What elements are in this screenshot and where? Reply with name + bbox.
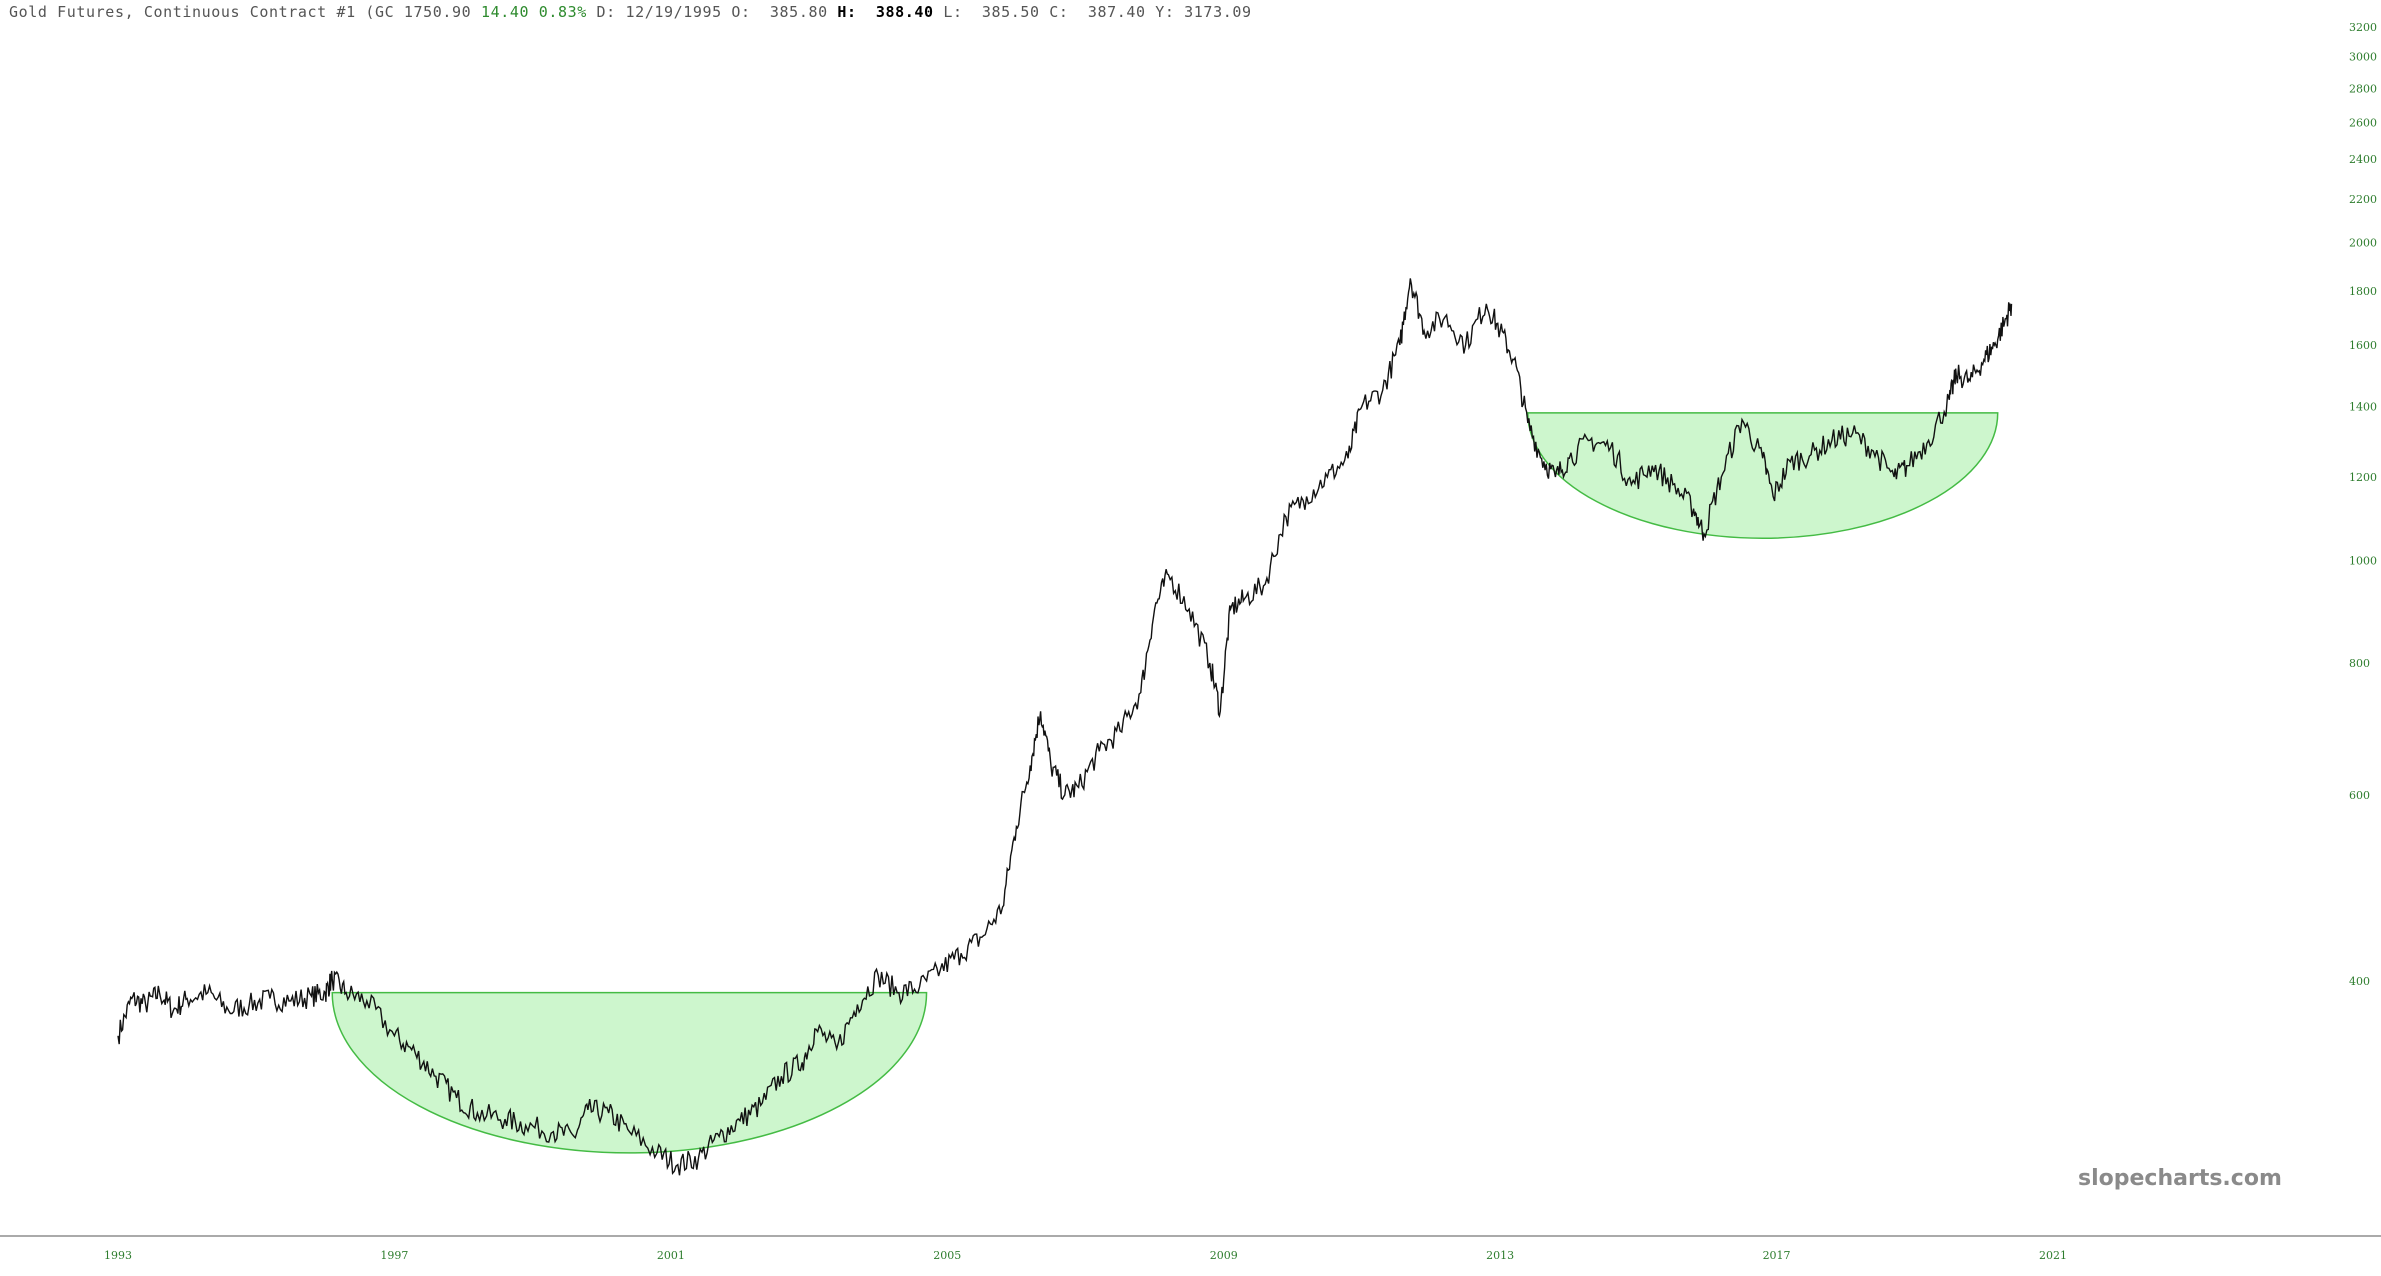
x-tick-label: 2017: [1763, 1249, 1791, 1262]
y-tick-label: 1000: [2349, 555, 2377, 568]
y-tick-label: 3200: [2349, 21, 2377, 34]
y-value: 3173.09: [1184, 3, 1252, 21]
y-label: Y:: [1155, 3, 1175, 21]
open-value: 385.80: [769, 3, 828, 21]
high-label: H:: [837, 3, 857, 21]
high-value: 388.40: [875, 3, 934, 21]
open-label: O:: [731, 3, 751, 21]
y-tick-label: 1800: [2349, 285, 2377, 298]
low-label: L:: [943, 3, 963, 21]
x-tick-label: 1997: [380, 1249, 408, 1262]
y-axis: 400 600 800 1000 1200 1400 1600 1800 2000 2200 240…: [2349, 21, 2377, 988]
price-line: [117, 278, 2013, 1176]
watermark: slopecharts.com: [2078, 1166, 2282, 1191]
cup-1-annotation: [331, 991, 928, 1154]
x-axis: 1993 1997 2001 2005 2009 2013 2017 2021: [104, 1249, 2067, 1262]
close-label: C:: [1049, 3, 1069, 21]
last-price: 1750.90: [403, 3, 472, 21]
cup-2-annotation: [1527, 412, 1999, 539]
chart-header: Gold Futures, Continuous Contract #1 (GC…: [9, 3, 1252, 21]
y-tick-label: 1600: [2349, 339, 2377, 352]
y-tick-label: 2600: [2349, 116, 2377, 129]
low-value: 385.50: [981, 3, 1040, 21]
x-tick-label: 1993: [104, 1249, 132, 1262]
y-tick-label: 3000: [2349, 51, 2377, 64]
y-tick-label: 2000: [2349, 237, 2377, 250]
instrument-name: Gold Futures, Continuous Contract #1 (GC: [9, 3, 395, 21]
y-tick-label: 2400: [2349, 153, 2377, 166]
y-tick-label: 600: [2349, 789, 2370, 802]
cup-annotations: [331, 412, 1999, 1154]
y-tick-label: 400: [2349, 975, 2370, 988]
x-tick-label: 2013: [1486, 1249, 1514, 1262]
y-tick-label: 2200: [2349, 193, 2377, 206]
x-tick-label: 2001: [657, 1249, 685, 1262]
price-change: 14.40: [480, 3, 530, 21]
close-value: 387.40: [1087, 3, 1146, 21]
bar-date: 12/19/1995: [625, 3, 722, 21]
y-tick-label: 1200: [2349, 471, 2377, 484]
x-tick-label: 2005: [933, 1249, 961, 1262]
x-tick-label: 2021: [2039, 1249, 2067, 1262]
y-tick-label: 800: [2349, 657, 2370, 670]
x-tick-label: 2009: [1210, 1249, 1238, 1262]
date-label: D:: [596, 3, 616, 21]
y-tick-label: 2800: [2349, 82, 2377, 95]
price-change-pct: 0.83%: [538, 3, 587, 21]
y-tick-label: 1400: [2349, 400, 2377, 413]
